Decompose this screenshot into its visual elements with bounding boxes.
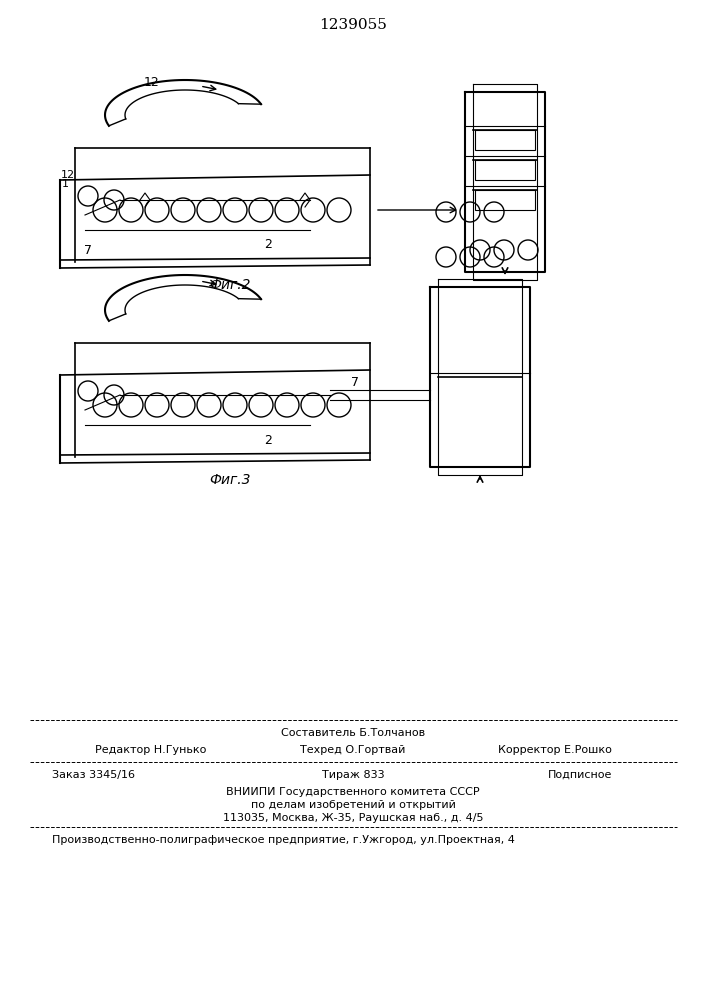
Text: 2: 2 <box>264 434 272 446</box>
Text: Фиг.3: Фиг.3 <box>209 473 251 487</box>
Text: Техред О.Гортвай: Техред О.Гортвай <box>300 745 406 755</box>
Text: Заказ 3345/16: Заказ 3345/16 <box>52 770 135 780</box>
Text: Составитель Б.Толчанов: Составитель Б.Толчанов <box>281 728 425 738</box>
Text: Фиг.2: Фиг.2 <box>209 278 251 292</box>
Text: 113035, Москва, Ж-35, Раушская наб., д. 4/5: 113035, Москва, Ж-35, Раушская наб., д. … <box>223 813 484 823</box>
Text: 2: 2 <box>264 238 272 251</box>
Text: 1: 1 <box>62 179 69 189</box>
Text: Тираж 833: Тираж 833 <box>322 770 385 780</box>
Text: по делам изобретений и открытий: по делам изобретений и открытий <box>250 800 455 810</box>
Text: Производственно-полиграфическое предприятие, г.Ужгород, ул.Проектная, 4: Производственно-полиграфическое предприя… <box>52 835 515 845</box>
Text: Редактор Н.Гунько: Редактор Н.Гунько <box>95 745 206 755</box>
Text: 12: 12 <box>61 170 75 180</box>
Text: 7: 7 <box>351 376 359 389</box>
Text: 7: 7 <box>84 243 92 256</box>
Text: Подписное: Подписное <box>548 770 612 780</box>
Text: ВНИИПИ Государственного комитета СССР: ВНИИПИ Государственного комитета СССР <box>226 787 480 797</box>
Text: Корректор Е.Рошко: Корректор Е.Рошко <box>498 745 612 755</box>
Text: 12: 12 <box>144 77 160 90</box>
Text: 1239055: 1239055 <box>319 18 387 32</box>
